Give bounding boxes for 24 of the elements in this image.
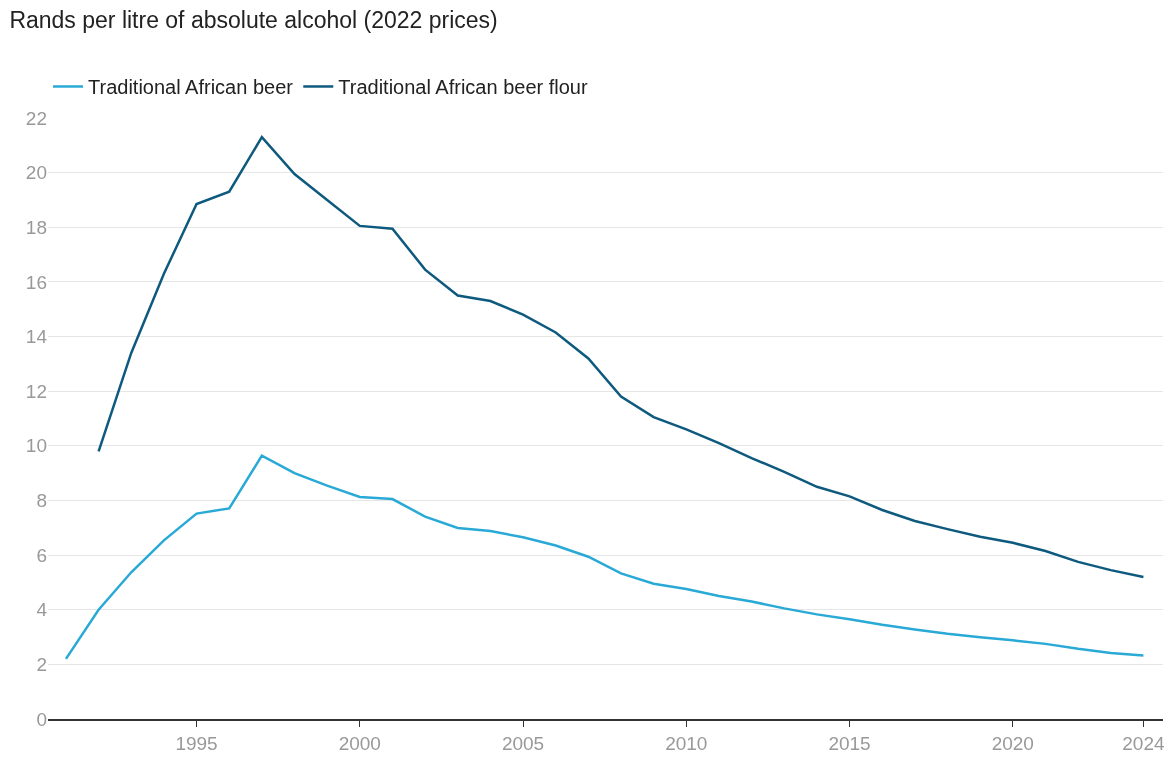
x-tick-label: 1995 (175, 732, 218, 754)
line-series (64, 454, 1145, 661)
chart-title: Rands per litre of absolute alcohol (2022 prices) (9, 6, 498, 33)
y-tick-label: 22 (25, 107, 47, 129)
y-tick-label: 18 (25, 216, 47, 238)
x-tick-label: 2015 (828, 732, 871, 754)
y-tick-label: 12 (25, 380, 47, 402)
y-tick-label: 10 (25, 435, 47, 457)
x-tick-label: 2005 (501, 732, 545, 754)
x-tick-label: 2010 (665, 732, 708, 754)
y-tick-label: 16 (25, 271, 47, 293)
y-tick-label: 6 (36, 544, 47, 566)
x-tick-label: 2000 (338, 732, 381, 754)
line-series (97, 135, 1145, 579)
legend-label: Traditional African beer (88, 76, 294, 99)
legend-label: Traditional African beer flour (338, 76, 588, 99)
x-tick-label: 2020 (991, 732, 1034, 754)
x-tick-label: 2024 (1122, 732, 1165, 754)
y-tick-label: 2 (36, 654, 47, 676)
y-tick-label: 8 (36, 490, 47, 512)
y-tick-label: 20 (25, 162, 47, 184)
y-tick-label: 14 (25, 326, 48, 348)
y-tick-label: 0 (36, 708, 47, 730)
y-tick-label: 4 (36, 599, 48, 621)
